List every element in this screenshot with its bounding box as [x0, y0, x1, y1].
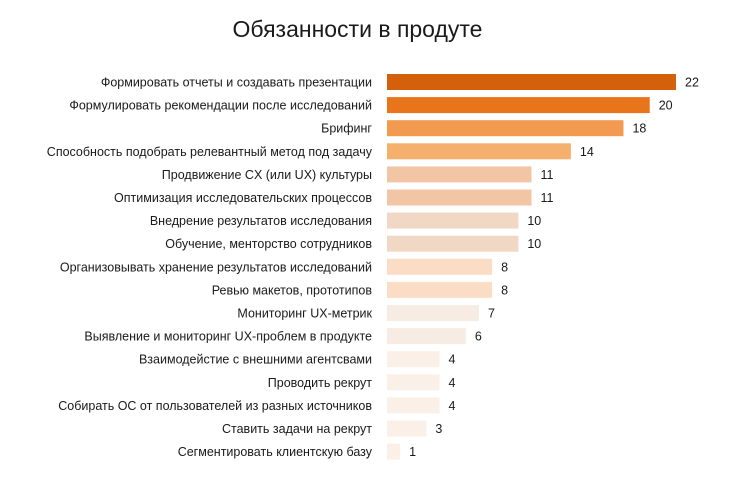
- category-label: Формировать отчеты и создавать презентац…: [101, 76, 372, 90]
- bar: [387, 166, 532, 183]
- bar-value-label: 22: [685, 76, 699, 90]
- category-label: Продвижение CX (или UX) культуры: [162, 168, 372, 182]
- bar-value-label: 18: [632, 122, 646, 136]
- category-label: Сегментировать клиентскую базу: [178, 445, 373, 459]
- category-label: Собирать ОС от пользователей из разных и…: [58, 399, 372, 413]
- category-label: Внедрение результатов исследования: [150, 214, 372, 228]
- bar-value-label: 4: [449, 399, 456, 413]
- bar: [387, 235, 519, 252]
- bar-value-label: 6: [475, 330, 482, 344]
- bar: [387, 97, 650, 114]
- bar-value-label: 20: [659, 99, 673, 113]
- bar: [387, 74, 676, 90]
- category-label: Организовывать хранение результатов иссл…: [60, 260, 372, 274]
- bar-value-label: 11: [541, 168, 554, 182]
- bar-value-label: 11: [541, 191, 554, 205]
- bar-value-label: 8: [501, 260, 508, 274]
- category-label: Мониторинг UX-метрик: [237, 307, 372, 321]
- bar: [387, 351, 440, 368]
- bar-value-label: 8: [501, 283, 508, 297]
- category-label: Взаимодейстие с внешними агентсвами: [139, 353, 372, 367]
- bar: [387, 212, 519, 229]
- bar-value-label: 10: [527, 214, 541, 228]
- category-label: Проводить рекрут: [268, 376, 372, 390]
- chart-title: Обязанности в продуте: [232, 16, 483, 42]
- bar: [387, 120, 624, 137]
- bar: [387, 258, 493, 275]
- bar-value-label: 1: [409, 445, 416, 459]
- bar: [387, 328, 466, 345]
- bar: [387, 397, 440, 414]
- category-label: Обучение, менторство сотрудников: [165, 237, 372, 251]
- bar: [387, 374, 440, 391]
- bar: [387, 305, 479, 321]
- bar-value-label: 3: [435, 422, 442, 436]
- category-label: Ставить задачи на рекрут: [222, 422, 372, 436]
- bar-value-label: 7: [488, 307, 495, 321]
- category-label: Выявление и мониторинг UX-проблем в прод…: [84, 330, 372, 344]
- bar: [387, 189, 532, 206]
- category-label: Ревью макетов, прототипов: [212, 283, 373, 297]
- bar-value-label: 4: [449, 376, 456, 390]
- category-label: Формулировать рекомендации после исследо…: [69, 99, 372, 113]
- bar: [387, 443, 401, 460]
- category-label: Оптимизация исследовательских процессов: [114, 191, 372, 205]
- bar: [387, 281, 493, 298]
- category-label: Брифинг: [321, 122, 372, 136]
- bar-value-label: 10: [527, 237, 541, 251]
- bar-value-label: 4: [449, 353, 456, 367]
- bar: [387, 420, 427, 437]
- bar: [387, 143, 571, 160]
- bar-value-label: 14: [580, 145, 594, 159]
- category-label: Способность подобрать релевантный метод …: [47, 145, 373, 159]
